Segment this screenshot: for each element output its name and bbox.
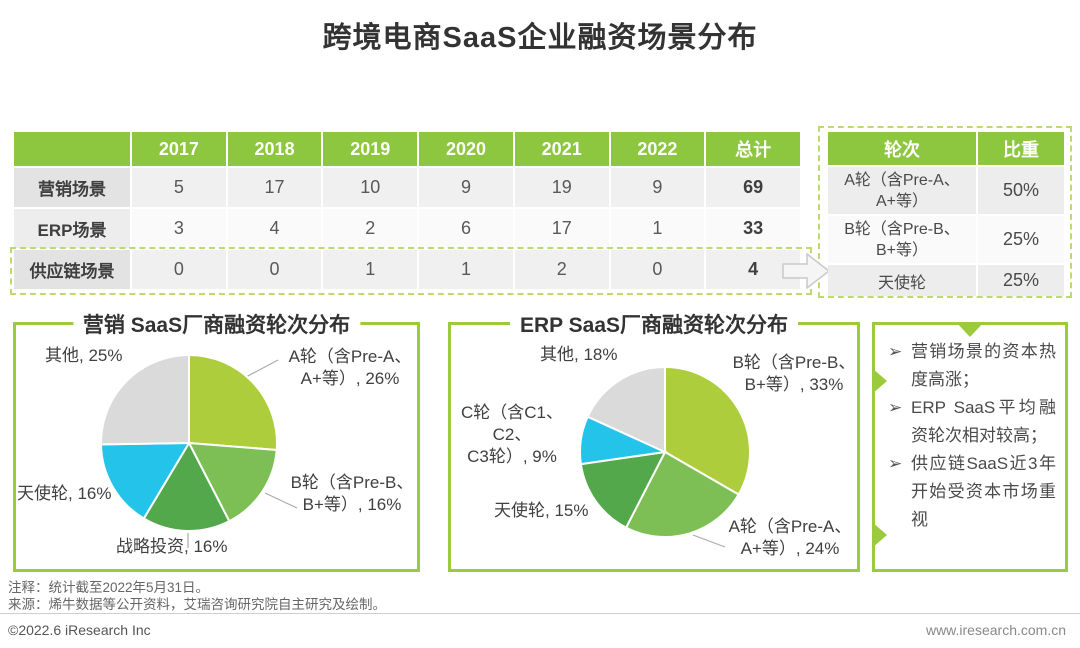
footer-divider xyxy=(0,613,1080,614)
table-header-2021: 2021 xyxy=(514,132,609,166)
table-cell-total: 33 xyxy=(706,209,800,248)
marketing-pie-svg xyxy=(99,353,298,548)
callout-round-b: B轮（含Pre-B、 B+等）, 33% xyxy=(732,353,856,394)
pie-slice xyxy=(586,365,666,454)
callout-round-a: A轮（含Pre-A、 A+等）, 24% xyxy=(728,517,852,558)
insight-list: ➢ 营销场景的资本热度高涨； ➢ ERP SaaS平均融资轮次相对较高； ➢ 供… xyxy=(888,338,1056,534)
table-header-2018: 2018 xyxy=(227,132,322,166)
callout-round-a: A轮（含Pre-A、 A+等）, 26% xyxy=(288,347,412,388)
chart2-title: ERP SaaS厂商融资轮次分布 xyxy=(509,309,799,339)
page-title: 跨境电商SaaS企业融资场景分布 xyxy=(322,22,758,54)
table-cell: 9 xyxy=(419,168,513,207)
table-cell: 6 xyxy=(419,209,513,248)
erp-pie-svg xyxy=(579,365,751,548)
callout-angel: 天使轮, 16% xyxy=(17,484,112,503)
side-share-a: 50% xyxy=(978,167,1064,214)
arrow-right-icon xyxy=(782,252,831,290)
insight-text: ERP SaaS平均融资轮次相对较高； xyxy=(911,398,1056,445)
table-cell-total: 69 xyxy=(706,168,800,207)
side-header-share: 比重 xyxy=(978,132,1064,165)
callout-round-c: C轮（含C1、C2、 C3轮）, 9% xyxy=(460,403,563,466)
table-cell: 0 xyxy=(227,250,322,289)
table-cell: 0 xyxy=(132,250,226,289)
table-cell: 1 xyxy=(419,250,513,289)
callout-other: 其他, 25% xyxy=(45,346,123,365)
side-share-b: 25% xyxy=(978,216,1064,263)
round-share-table: 轮次 比重 A轮（含Pre-A、 A+等） 50% B轮（含Pre-B、 B+等… xyxy=(828,132,1064,296)
website-url: www.iresearch.com.cn xyxy=(925,622,1066,638)
table-cell: 3 xyxy=(132,209,226,248)
table-cell: 1 xyxy=(323,250,418,289)
pie-slice xyxy=(664,365,751,496)
table-header-2020: 2020 xyxy=(419,132,513,166)
footnote-source: 来源：烯牛数据等公开资料，艾瑞咨询研究院自主研究及绘制。 xyxy=(8,597,386,612)
pie-slice xyxy=(579,450,667,529)
copyright-text: ©2022.6 iResearch Inc xyxy=(8,622,151,638)
table-cell: 19 xyxy=(514,168,609,207)
triangle-right-icon xyxy=(872,522,887,548)
bullet-arrow-icon: ➢ xyxy=(888,454,903,473)
bullet-arrow-icon: ➢ xyxy=(888,342,903,361)
insight-item: ➢ 营销场景的资本热度高涨； xyxy=(888,338,1056,394)
table-cell: 0 xyxy=(610,250,705,289)
table-cell: 1 xyxy=(610,209,705,248)
pie-slice xyxy=(187,441,278,523)
erp-pie-chart: ERP SaaS厂商融资轮次分布 其他, 18% B轮（含Pre-B、 B+等）… xyxy=(448,309,860,572)
pie-slice xyxy=(99,353,190,446)
footnote-note: 注释：统计截至2022年5月31日。 xyxy=(8,580,210,595)
chart1-title: 营销 SaaS厂商融资轮次分布 xyxy=(72,309,361,339)
callout-angel: 天使轮, 15% xyxy=(494,501,589,520)
table-header-2017: 2017 xyxy=(132,132,226,166)
table-header-2022: 2022 xyxy=(610,132,705,166)
marketing-pie-chart: 营销 SaaS厂商融资轮次分布 其他, 25% A轮（含Pre-A、 A+等）,… xyxy=(13,309,420,572)
table-cell: 2 xyxy=(323,209,418,248)
pie-slice xyxy=(99,441,191,520)
table-cell: 17 xyxy=(514,209,609,248)
pie-slice xyxy=(188,353,278,452)
row-label-erp: ERP场景 xyxy=(14,209,130,248)
table-cell: 4 xyxy=(227,209,322,248)
table-corner-cell xyxy=(14,132,130,166)
bullet-arrow-icon: ➢ xyxy=(888,398,903,417)
table-header-2019: 2019 xyxy=(323,132,418,166)
table-cell: 2 xyxy=(514,250,609,289)
side-round-b: B轮（含Pre-B、 B+等） xyxy=(828,216,976,263)
insight-item: ➢ 供应链SaaS近3年开始受资本市场重视 xyxy=(888,450,1056,534)
table-cell: 9 xyxy=(610,168,705,207)
side-round-a: A轮（含Pre-A、 A+等） xyxy=(828,167,976,214)
table-cell: 17 xyxy=(227,168,322,207)
insight-text: 营销场景的资本热度高涨； xyxy=(911,342,1056,389)
triangle-down-icon xyxy=(956,322,984,337)
row-label-supply-chain: 供应链场景 xyxy=(14,250,130,289)
row-label-marketing: 营销场景 xyxy=(14,168,130,207)
triangle-right-icon xyxy=(872,368,887,394)
pie-slice xyxy=(142,440,231,532)
side-header-round: 轮次 xyxy=(828,132,976,165)
callout-other: 其他, 18% xyxy=(540,345,618,364)
callout-strategic: 战略投资, 16% xyxy=(116,537,228,556)
table-header-total: 总计 xyxy=(706,132,800,166)
insight-panel: ➢ 营销场景的资本热度高涨； ➢ ERP SaaS平均融资轮次相对较高； ➢ 供… xyxy=(872,322,1068,572)
table-cell: 10 xyxy=(323,168,418,207)
insight-text: 供应链SaaS近3年开始受资本市场重视 xyxy=(911,454,1056,529)
table-cell: 5 xyxy=(132,168,226,207)
callout-round-b: B轮（含Pre-B、 B+等）, 16% xyxy=(290,473,414,514)
side-round-angel: 天使轮 xyxy=(828,265,976,296)
financing-scenario-table: 2017 2018 2019 2020 2021 2022 总计 营销场景 5 … xyxy=(14,132,800,289)
side-share-angel: 25% xyxy=(978,265,1064,296)
insight-item: ➢ ERP SaaS平均融资轮次相对较高； xyxy=(888,394,1056,450)
